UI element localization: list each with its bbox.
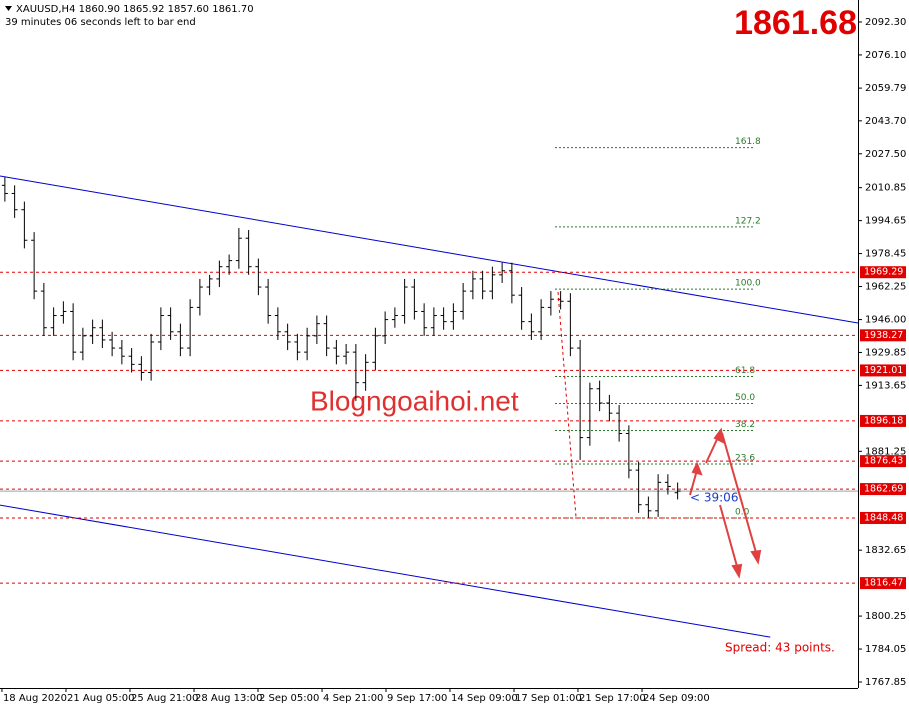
fibo-label: 23.6 — [735, 453, 755, 463]
level-label: 1862.69 — [864, 484, 903, 495]
x-tick-label: 17 Sep 01:00 — [515, 693, 582, 704]
y-tick-label: 2043.70 — [865, 116, 906, 127]
menu-arrow[interactable] — [5, 6, 12, 11]
level-label: 1896.18 — [864, 415, 903, 426]
y-tick-label: 1929.85 — [865, 347, 906, 358]
chart-title: XAUUSD,H4 1860.90 1865.92 1857.60 1861.7… — [16, 4, 254, 15]
level-label: 1921.01 — [864, 365, 903, 376]
y-tick-label: 1978.45 — [865, 249, 906, 260]
x-tick-label: 25 Aug 21:00 — [131, 693, 198, 704]
y-tick-label: 1881.25 — [865, 446, 906, 457]
arrowhead — [713, 427, 725, 444]
y-tick-label: 1962.25 — [865, 282, 906, 293]
x-tick-label: 24 Sep 09:00 — [643, 693, 710, 704]
chart-subtitle: 39 minutes 06 seconds left to bar end — [5, 17, 196, 28]
x-tick-label: 2 Sep 05:00 — [259, 693, 319, 704]
level-label-box — [860, 483, 906, 496]
level-label: 1938.27 — [864, 330, 903, 341]
x-tick-label: 28 Aug 13:00 — [195, 693, 262, 704]
y-tick-label: 2027.50 — [865, 149, 906, 160]
fibo-label: 0.0 — [735, 507, 750, 517]
fibo-anchor-line — [557, 291, 577, 518]
level-label-box — [860, 364, 906, 377]
watermark: Blogngoaihoi.net — [310, 385, 519, 416]
fibo-label: 61.8 — [735, 366, 755, 376]
arrow-line — [689, 469, 698, 496]
x-tick-label: 21 Sep 17:00 — [579, 693, 646, 704]
x-tick-label: 14 Sep 09:00 — [451, 693, 518, 704]
x-tick-label: 4 Sep 21:00 — [323, 693, 383, 704]
y-tick-label: 1784.05 — [865, 644, 906, 655]
arrowhead — [731, 563, 743, 579]
x-tick-label: 21 Aug 05:00 — [67, 693, 134, 704]
level-label-box — [860, 455, 906, 468]
level-label-box — [860, 577, 906, 590]
bid-price: 1861.68 — [734, 4, 857, 42]
fibo-label: 161.8 — [735, 137, 761, 147]
y-tick-label: 2059.79 — [865, 83, 906, 94]
level-label-box — [860, 266, 906, 279]
y-tick-label: 1800.25 — [865, 611, 906, 622]
fibo-label: 50.0 — [735, 393, 755, 403]
level-label: 1848.48 — [864, 512, 903, 523]
x-tick-label: 18 Aug 2020 — [3, 693, 67, 704]
y-tick-label: 2092.30 — [865, 17, 906, 28]
y-tick-label: 1913.65 — [865, 380, 906, 391]
trendline — [0, 175, 859, 324]
level-label-box — [860, 511, 906, 524]
level-label-box — [860, 329, 906, 342]
level-label: 1816.47 — [864, 578, 903, 589]
arrow-line — [719, 504, 739, 571]
arrowhead — [691, 461, 703, 476]
level-label-box — [860, 414, 906, 427]
countdown: < 39:06 — [690, 491, 738, 505]
y-tick-label: 2076.10 — [865, 50, 906, 61]
y-tick-label: 1946.00 — [865, 315, 906, 326]
fibo-label: 38.2 — [735, 420, 755, 430]
arrow-line — [721, 432, 758, 557]
arrowhead — [750, 549, 762, 565]
spread: Spread: 43 points. — [725, 641, 835, 655]
x-tick-label: 9 Sep 17:00 — [387, 693, 447, 704]
level-label: 1969.29 — [864, 267, 903, 278]
level-label: 1876.43 — [864, 456, 903, 467]
y-tick-label: 1832.65 — [865, 545, 906, 556]
forecast-arrows — [689, 427, 762, 579]
fibo-label: 127.2 — [735, 216, 761, 226]
y-tick-label: 1994.65 — [865, 216, 906, 227]
y-tick-label: 2010.85 — [865, 183, 906, 194]
y-tick-label: 1767.85 — [865, 677, 906, 688]
fibo-label: 100.0 — [735, 279, 761, 289]
trendline — [0, 504, 771, 638]
